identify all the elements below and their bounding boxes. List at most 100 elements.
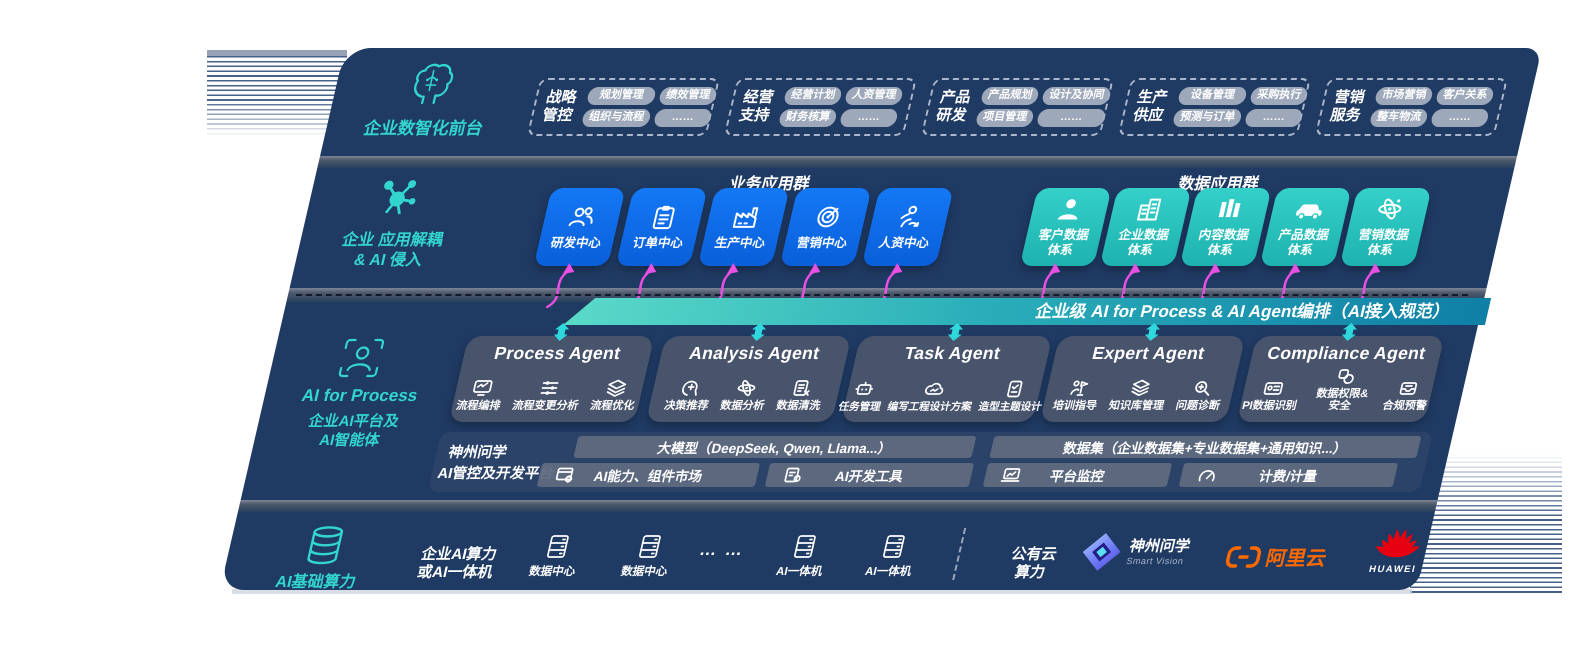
agent-title: Task Agent bbox=[902, 343, 1003, 363]
task-robot-icon bbox=[854, 381, 873, 395]
diagnose-icon bbox=[1194, 381, 1209, 397]
architecture-diagram: 企业数智化前台 战略管控 规划管理 绩效管理 组织与流程 …… 经营支持 经营计… bbox=[219, 48, 1543, 591]
frontstage-group-strategy: 战略管控 规划管理 绩效管理 组织与流程 …… bbox=[526, 78, 721, 136]
team-icon bbox=[568, 206, 593, 226]
bevel-edge-3 bbox=[237, 500, 1438, 512]
tool-bar-label: AI开发工具 bbox=[833, 469, 905, 484]
ai-layer-label-line1: AI for Process bbox=[299, 386, 420, 405]
public-cloud-label-line2: 算力 bbox=[1012, 564, 1047, 581]
platform-name-line1: 神州问学 bbox=[446, 445, 509, 461]
enterprise-compute-label-line2: 或AI一体机 bbox=[415, 564, 495, 581]
agent-item-label: 流程变更分析 bbox=[510, 400, 580, 413]
agent-item-label: 培训指导 bbox=[1051, 400, 1099, 413]
optimize-layers-icon bbox=[606, 380, 627, 398]
app-box-marketing-center: 营销中心 bbox=[779, 188, 872, 266]
agent-item-label: 知识库管理 bbox=[1107, 400, 1166, 413]
data-box-product: 产品数据体系 bbox=[1259, 188, 1352, 266]
alicloud-logo: 阿里云 bbox=[1222, 542, 1330, 571]
capability-pill: 采购执行 bbox=[1248, 87, 1309, 105]
ellipsis-more-nodes: … … bbox=[697, 540, 747, 559]
capability-pill: 整车物流 bbox=[1368, 109, 1429, 127]
capability-pill: 预测与订单 bbox=[1171, 109, 1243, 127]
huawei-logo: HUAWEI bbox=[1365, 525, 1429, 575]
capability-pill: …… bbox=[1243, 109, 1304, 127]
app-box-rnd-center: 研发中心 bbox=[533, 188, 626, 266]
capability-pill: 财务核算 bbox=[777, 109, 838, 127]
capability-pill: 经营计划 bbox=[782, 87, 843, 105]
alert-inbox-icon bbox=[1399, 382, 1418, 396]
capability-pill: 市场营销 bbox=[1373, 87, 1434, 105]
data-atom-icon bbox=[737, 380, 756, 397]
node-label: AI一体机 bbox=[774, 566, 824, 578]
brain-circuit-icon bbox=[414, 63, 454, 105]
layer-dashed-divider bbox=[295, 294, 1469, 296]
data-box-label: 客户数据体系 bbox=[1037, 228, 1091, 257]
server-rack-icon bbox=[883, 535, 905, 558]
factory-icon bbox=[732, 206, 759, 228]
people-flow-icon bbox=[900, 205, 920, 227]
group-title: 产品研发 bbox=[934, 89, 973, 124]
capability-pill: …… bbox=[1429, 109, 1490, 127]
agent-item-label: 问题诊断 bbox=[1174, 400, 1222, 413]
data-box-label: 产品数据体系 bbox=[1277, 228, 1331, 257]
smartvision-logo-text: 神州问学 Smart Vision bbox=[1125, 538, 1192, 566]
server-rack-icon bbox=[639, 535, 661, 558]
server-rack-icon bbox=[794, 535, 816, 558]
data-box-marketing: 营销数据体系 bbox=[1339, 188, 1432, 266]
agent-box-expert: Expert Agent 培训指导 知识库管理 问题诊断 bbox=[1039, 336, 1246, 422]
vendor-subtitle: Smart Vision bbox=[1125, 555, 1185, 566]
data-box-content: 内容数据体系 bbox=[1179, 188, 1272, 266]
data-box-label: 内容数据体系 bbox=[1197, 228, 1251, 257]
agent-box-analysis: Analysis Agent 决策推荐 数据分析 数据清洗 bbox=[645, 336, 852, 422]
frontstage-group-operation: 经营支持 经营计划 人资管理 财务核算 …… bbox=[723, 78, 918, 136]
tool-bar-devtools: AI开发工具 bbox=[764, 463, 975, 487]
data-box-enterprise: 企业数据体系 bbox=[1099, 188, 1192, 266]
capability-pill: 设计及协同 bbox=[1040, 87, 1112, 105]
ai-layer-label-line2: 企业AI平台及 bbox=[306, 413, 401, 430]
app-box-order-center: 订单中心 bbox=[615, 188, 708, 266]
agent-item-label: 造型主题设计 bbox=[977, 400, 1044, 413]
data-box-label: 企业数据体系 bbox=[1117, 228, 1171, 257]
agent-title: Expert Agent bbox=[1090, 343, 1207, 363]
content-bars-icon bbox=[1218, 199, 1241, 218]
sync-arrows bbox=[553, 323, 1358, 341]
capability-pill: …… bbox=[838, 109, 899, 127]
tool-bar-metering: 计费/计量 bbox=[1178, 463, 1399, 487]
infra-layer-label: AI基础算力 bbox=[273, 574, 358, 591]
agent-item-label: 数据分析 bbox=[718, 400, 766, 413]
capability-pill: 人资管理 bbox=[843, 87, 904, 105]
capability-pill: 项目管理 bbox=[974, 109, 1035, 127]
agent-item-label: 数据权限&安全 bbox=[1315, 387, 1370, 413]
id-card-icon bbox=[1263, 382, 1284, 396]
molecule-icon bbox=[384, 180, 417, 215]
ground-shadow bbox=[232, 589, 1412, 594]
huawei-petals-icon bbox=[1375, 529, 1421, 558]
ai-governance-platform-panel: 神州问学 AI管控及开发平台 大模型（DeepSeek, Qwen, Llama… bbox=[427, 432, 1434, 492]
dataset-bar: 数据集（企业数据集+专业数据集+通用知识...） bbox=[989, 436, 1422, 458]
vendor-name: HUAWEI bbox=[1367, 564, 1418, 575]
agent-box-compliance: Compliance Agent PI数据识别 数据权限&安全 合规预警 bbox=[1236, 336, 1445, 422]
building-icon bbox=[1137, 198, 1162, 221]
knowledge-layers-icon bbox=[1131, 380, 1150, 397]
data-clean-doc-icon bbox=[793, 380, 810, 397]
agent-title: Process Agent bbox=[492, 343, 623, 363]
capability-pill: 客户关系 bbox=[1434, 87, 1495, 105]
workflow-monitor-icon bbox=[473, 380, 493, 397]
tool-bar-label: AI能力、组件市场 bbox=[592, 469, 704, 484]
agent-item-label: 编写工程设计方案 bbox=[886, 400, 974, 413]
alicloud-bracket-icon bbox=[1226, 545, 1262, 568]
group-title: 生产供应 bbox=[1131, 89, 1170, 124]
capability-pill: …… bbox=[652, 109, 713, 127]
group-title: 经营支持 bbox=[737, 89, 776, 124]
permission-shapes-icon bbox=[1338, 368, 1355, 384]
vendor-name: 神州问学 bbox=[1127, 538, 1192, 555]
node-label: AI一体机 bbox=[863, 566, 913, 578]
cloud-design-icon bbox=[924, 382, 943, 395]
capability-pill: 产品规划 bbox=[979, 87, 1040, 105]
data-box-customer: 客户数据体系 bbox=[1019, 188, 1112, 266]
theme-design-icon bbox=[1007, 380, 1023, 398]
components-market-icon bbox=[555, 467, 574, 483]
ai-layer-label-line3: AI智能体 bbox=[317, 432, 382, 449]
gauge-icon bbox=[1198, 470, 1215, 482]
capability-pill: 规划管理 bbox=[585, 87, 657, 105]
